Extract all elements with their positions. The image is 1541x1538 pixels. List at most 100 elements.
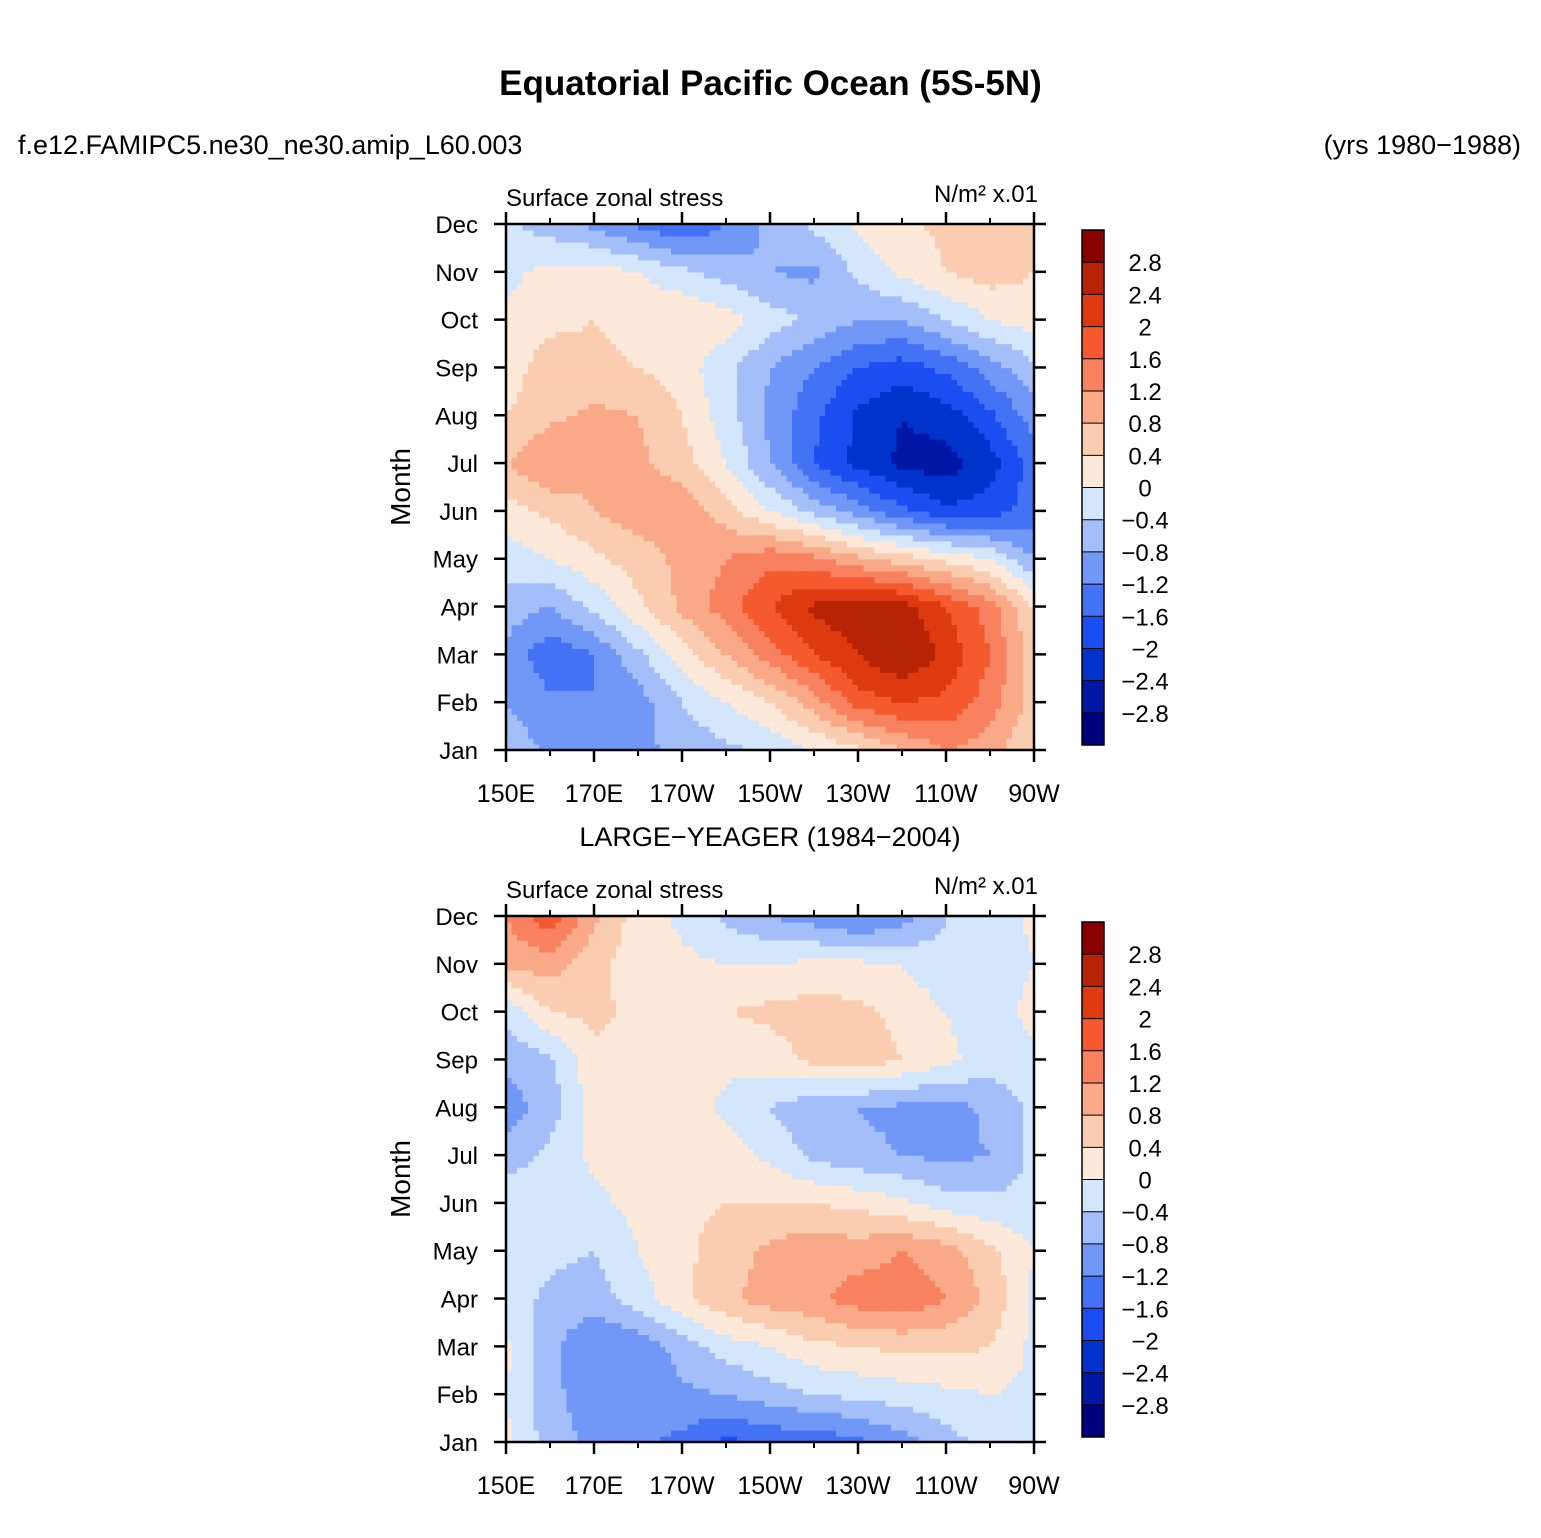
field-cell <box>770 666 777 673</box>
field-cell <box>731 540 738 548</box>
field-cell <box>522 457 529 464</box>
field-cell <box>995 504 1002 512</box>
field-cell <box>737 445 744 452</box>
field-cell <box>676 576 683 584</box>
field-cell <box>1023 576 1030 584</box>
field-cell <box>709 600 716 608</box>
field-cell <box>973 492 980 500</box>
field-cell <box>830 690 837 697</box>
field-cell <box>841 708 848 715</box>
field-cell <box>632 534 639 542</box>
field-cell <box>748 534 755 542</box>
field-cell <box>517 714 524 721</box>
field-cell <box>863 498 870 506</box>
field-cell <box>836 588 843 596</box>
field-cell <box>957 552 964 560</box>
field-cell <box>654 672 661 679</box>
field-cell <box>891 678 898 685</box>
field-cell <box>863 600 870 608</box>
field-cell <box>973 451 980 458</box>
field-cell <box>517 481 524 488</box>
field-cell <box>819 732 826 739</box>
field-cell <box>869 606 876 614</box>
field-cell <box>852 714 859 721</box>
field-cell <box>814 588 821 596</box>
field-cell <box>693 684 700 691</box>
field-cell <box>797 475 804 482</box>
field-cell <box>803 666 810 673</box>
field-cell <box>539 714 546 721</box>
field-cell <box>808 481 815 488</box>
field-cell <box>770 660 777 667</box>
field-cell <box>588 600 595 608</box>
field-cell <box>836 439 843 446</box>
field-cell <box>522 564 529 572</box>
field-cell <box>973 564 980 572</box>
field-cell <box>577 492 584 500</box>
field-cell <box>506 618 513 626</box>
field-cell <box>1012 600 1019 608</box>
field-cell <box>704 588 711 596</box>
field-cell <box>973 540 980 548</box>
field-cell <box>528 439 535 446</box>
field-cell <box>588 492 595 500</box>
field-cell <box>726 522 733 530</box>
field-cell <box>544 738 551 745</box>
field-cell <box>621 690 628 697</box>
field-cell <box>1012 498 1019 506</box>
field-cell <box>605 726 612 733</box>
field-cell <box>759 439 766 446</box>
field-cell <box>638 690 645 697</box>
field-cell <box>770 684 777 691</box>
field-cell <box>638 576 645 584</box>
field-cell <box>874 672 881 679</box>
field-cell <box>715 487 722 494</box>
field-cell <box>599 744 606 751</box>
field-cell <box>918 672 925 679</box>
field-cell <box>561 726 568 733</box>
field-cell <box>863 522 870 530</box>
field-cell <box>748 720 755 727</box>
field-cell <box>588 708 595 715</box>
field-cell <box>995 534 1002 542</box>
field-cell <box>880 510 887 518</box>
field-cell <box>764 600 771 608</box>
field-cell <box>825 702 832 709</box>
field-cell <box>797 487 804 494</box>
field-cell <box>929 624 936 632</box>
field-cell <box>1017 457 1024 464</box>
field-cell <box>676 690 683 697</box>
field-cell <box>819 588 826 596</box>
field-cell <box>891 570 898 578</box>
field-cell <box>753 516 760 524</box>
field-cell <box>555 492 562 500</box>
field-cell <box>621 738 628 745</box>
field-cell <box>572 684 579 691</box>
field-cell <box>638 720 645 727</box>
field-cell <box>720 445 727 452</box>
field-cell <box>770 492 777 500</box>
field-cell <box>528 726 535 733</box>
field-cell <box>841 594 848 602</box>
field-cell <box>907 666 914 673</box>
field-cell <box>715 552 722 560</box>
field-cell <box>594 469 601 476</box>
field-cell <box>632 594 639 602</box>
field-cell <box>1001 487 1008 494</box>
field-cell <box>528 540 535 548</box>
field-cell <box>858 648 865 655</box>
field-cell <box>583 469 590 476</box>
field-cell <box>528 510 535 518</box>
field-cell <box>979 600 986 608</box>
field-cell <box>995 487 1002 494</box>
field-cell <box>577 702 584 709</box>
field-cell <box>896 546 903 554</box>
field-cell <box>852 528 859 536</box>
field-cell <box>896 469 903 476</box>
field-cell <box>775 534 782 542</box>
field-cell <box>770 702 777 709</box>
field-cell <box>742 720 749 727</box>
field-cell <box>616 714 623 721</box>
field-cell <box>610 648 617 655</box>
field-cell <box>852 439 859 446</box>
